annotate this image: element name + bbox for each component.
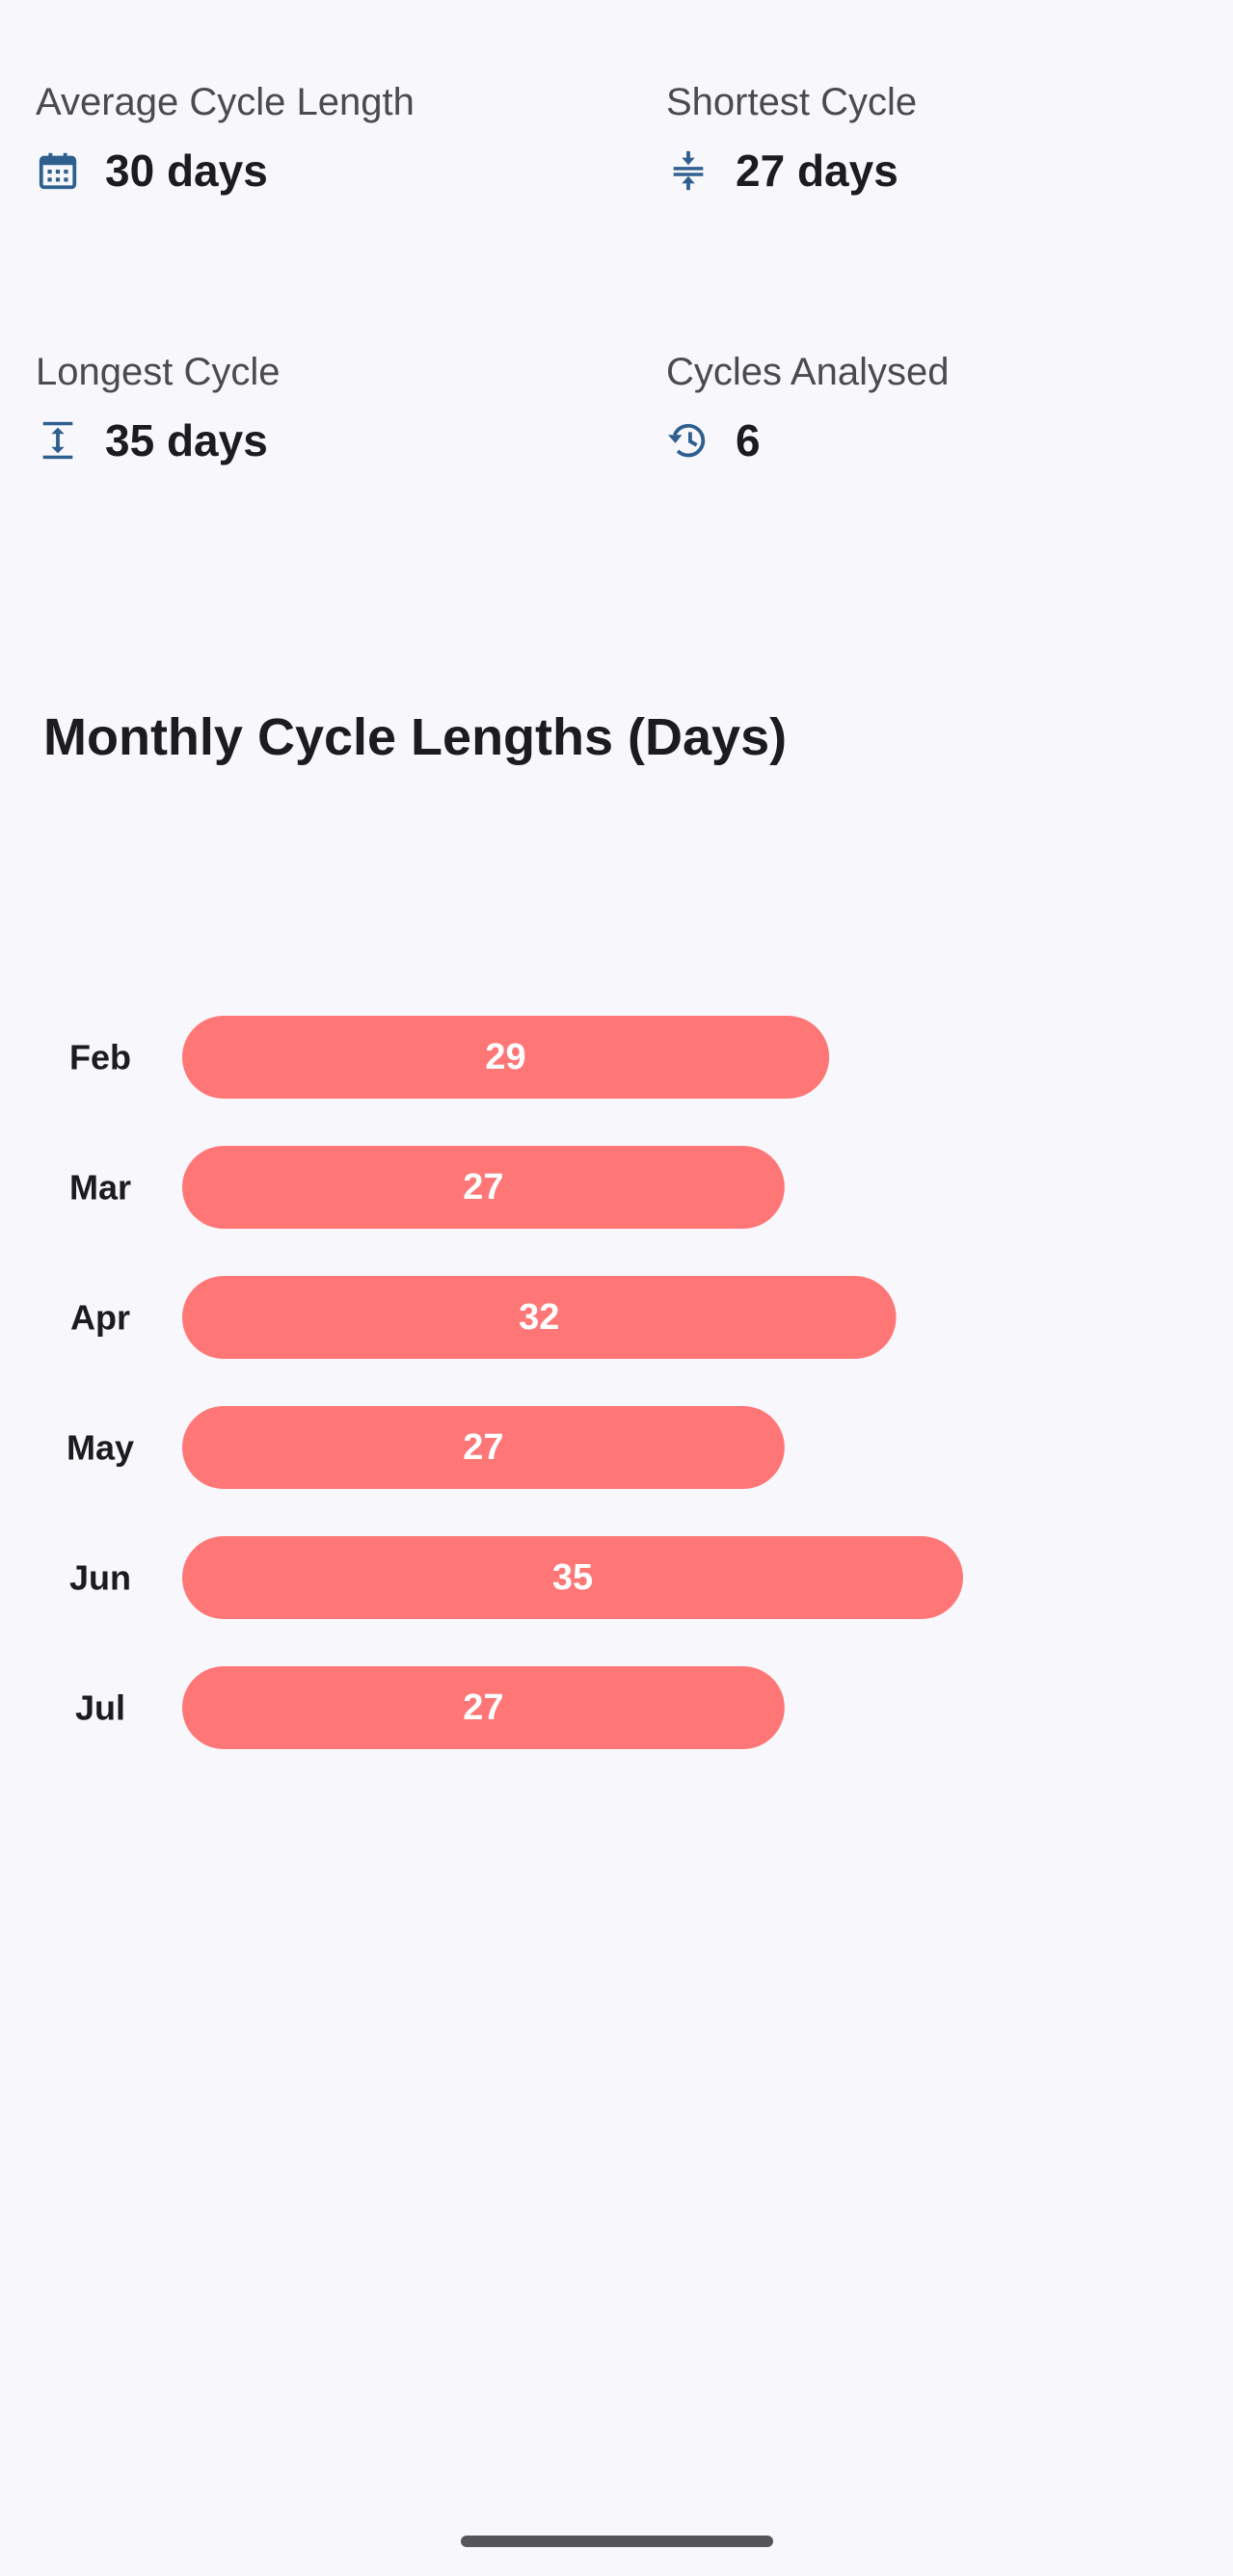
stat-longest-cycle: Longest Cycle 35 days bbox=[36, 353, 576, 463]
bar-apr bbox=[182, 1276, 897, 1359]
category-label-apr: Apr bbox=[70, 1298, 130, 1338]
history-icon bbox=[666, 418, 710, 463]
bar-value-label-may: 27 bbox=[463, 1427, 503, 1468]
stat-label: Average Cycle Length bbox=[36, 81, 415, 123]
expand-vertical-icon bbox=[36, 418, 80, 463]
home-indicator[interactable] bbox=[461, 2536, 773, 2547]
bar-value-label-jul: 27 bbox=[463, 1687, 503, 1728]
bar-feb bbox=[182, 1016, 830, 1099]
bar-jul bbox=[182, 1666, 785, 1749]
bar-jun bbox=[182, 1536, 963, 1619]
stat-label: Cycles Analysed bbox=[666, 351, 950, 393]
compress-vertical-icon bbox=[666, 148, 710, 193]
stat-shortest-cycle: Shortest Cycle 27 days bbox=[666, 83, 1206, 193]
bar-mar bbox=[182, 1146, 785, 1229]
stat-label: Shortest Cycle bbox=[666, 81, 918, 123]
calendar-icon bbox=[36, 148, 80, 193]
category-label-jul: Jul bbox=[75, 1688, 125, 1728]
bar-value-label-feb: 29 bbox=[485, 1037, 525, 1077]
category-label-feb: Feb bbox=[69, 1038, 131, 1077]
bar-may bbox=[182, 1406, 785, 1489]
category-label-mar: Mar bbox=[69, 1168, 131, 1208]
category-label-jun: Jun bbox=[69, 1558, 131, 1598]
category-label-may: May bbox=[67, 1428, 134, 1468]
bar-value-label-apr: 32 bbox=[519, 1297, 559, 1338]
chart-title: Monthly Cycle Lengths (Days) bbox=[43, 708, 788, 766]
bar-value-label-jun: 35 bbox=[552, 1557, 593, 1598]
monthly-cycle-length-chart: Feb 29 Mar 27 Apr 32 May 27 Jun 35 Jul 27 bbox=[67, 1016, 963, 1749]
stat-value: 30 days bbox=[105, 146, 268, 196]
bar-value-label-mar: 27 bbox=[463, 1167, 503, 1208]
stat-label: Longest Cycle bbox=[36, 351, 281, 393]
stat-cycles-analysed: Cycles Analysed 6 bbox=[666, 353, 1206, 463]
stat-value: 6 bbox=[736, 415, 761, 465]
stat-value: 27 days bbox=[736, 146, 898, 196]
stat-average-cycle-length: Average Cycle Length 30 days bbox=[36, 83, 576, 193]
stat-value: 35 days bbox=[105, 415, 268, 465]
